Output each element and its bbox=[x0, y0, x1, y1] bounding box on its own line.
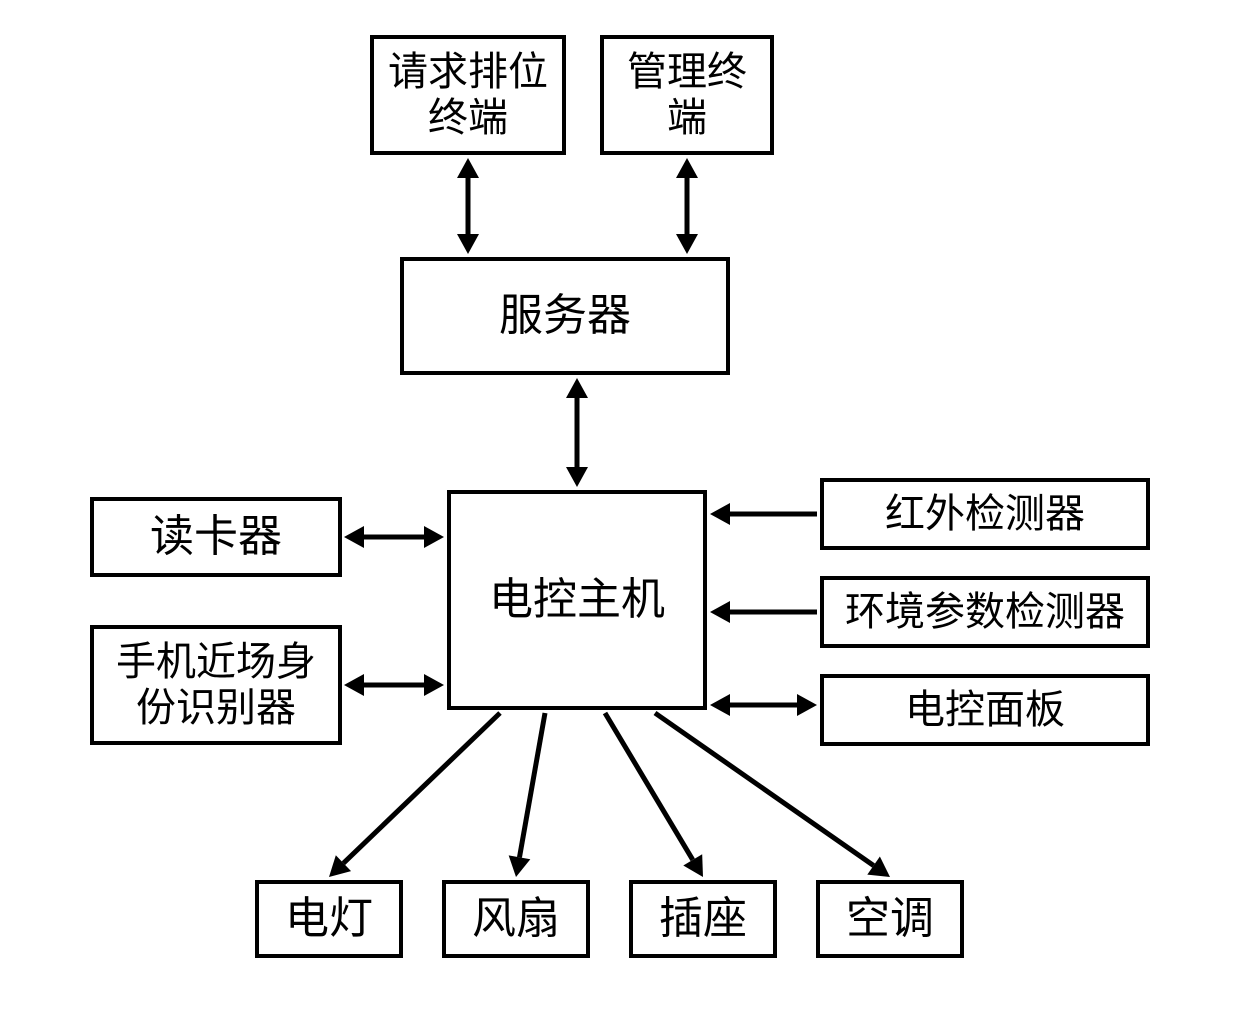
node-label: 服务器 bbox=[499, 291, 631, 342]
node-server: 服务器 bbox=[400, 257, 730, 375]
node-queue-terminal: 请求排位终端 bbox=[370, 35, 566, 155]
node-panel: 电控面板 bbox=[820, 674, 1150, 746]
node-socket: 插座 bbox=[629, 880, 777, 958]
node-label: 环境参数检测器 bbox=[845, 589, 1125, 635]
node-label: 电灯 bbox=[285, 894, 373, 945]
node-label: 管理终 端 bbox=[627, 49, 747, 141]
node-label: 手机近场身 份识别器 bbox=[116, 639, 316, 731]
node-label: 请求排位终端 bbox=[374, 49, 562, 141]
node-label: 电控面板 bbox=[905, 687, 1065, 733]
node-label: 插座 bbox=[659, 894, 747, 945]
node-fan: 风扇 bbox=[442, 880, 590, 958]
node-ac: 空调 bbox=[816, 880, 964, 958]
node-lamp: 电灯 bbox=[255, 880, 403, 958]
node-host: 电控主机 bbox=[447, 490, 707, 710]
node-label: 风扇 bbox=[472, 894, 560, 945]
node-label: 红外检测器 bbox=[885, 491, 1085, 537]
node-ir-detector: 红外检测器 bbox=[820, 478, 1150, 550]
node-card-reader: 读卡器 bbox=[90, 497, 342, 577]
node-label: 读卡器 bbox=[150, 512, 282, 563]
node-env-detector: 环境参数检测器 bbox=[820, 576, 1150, 648]
node-mgmt-terminal: 管理终 端 bbox=[600, 35, 774, 155]
node-label: 电控主机 bbox=[489, 575, 665, 626]
node-label: 空调 bbox=[846, 894, 934, 945]
node-nfc-id: 手机近场身 份识别器 bbox=[90, 625, 342, 745]
